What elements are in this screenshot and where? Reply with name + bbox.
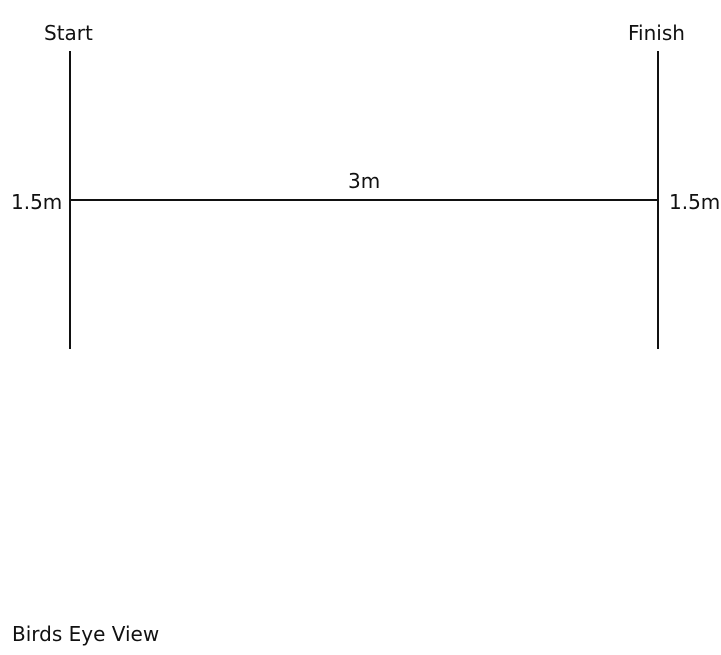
track-line (70, 199, 658, 201)
left-measure-label: 1.5m (11, 190, 63, 214)
view-caption: Birds Eye View (12, 622, 160, 646)
right-measure-label: 1.5m (669, 190, 721, 214)
start-label: Start (44, 21, 93, 45)
finish-line (657, 51, 659, 349)
distance-label: 3m (348, 169, 381, 193)
finish-label: Finish (628, 21, 685, 45)
